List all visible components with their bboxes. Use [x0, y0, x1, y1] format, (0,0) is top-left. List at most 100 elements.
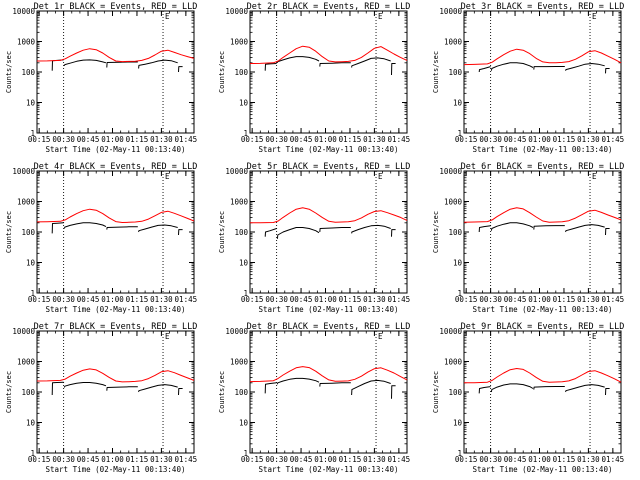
marker-label: E — [165, 332, 170, 341]
chart-panel-7: Det 7r BLACK = Events, RED = LLD 1 10 100 10… — [5, 322, 197, 474]
y-tick-label: 1000 — [17, 198, 36, 207]
series-events-line — [63, 222, 107, 229]
chart-title: Det 9r BLACK = Events, RED = LLD — [461, 322, 625, 332]
x-tick-label: 01:00 — [314, 135, 337, 144]
series-events-line — [605, 68, 610, 74]
x-tick-label: 01:15 — [339, 135, 362, 144]
chart-title: Det 3r BLACK = Events, RED = LLD — [461, 2, 625, 12]
series-events-line — [478, 66, 491, 73]
y-axis-label: Counts/sec — [218, 51, 226, 93]
series-events-line — [264, 63, 277, 71]
series-events-line — [391, 63, 396, 76]
x-tick-label: 00:45 — [290, 455, 313, 464]
series-lld-line — [250, 207, 408, 224]
marker-label: E — [378, 332, 383, 341]
series-lld-line — [249, 366, 408, 383]
x-tick-label: 01:30 — [150, 455, 173, 464]
plot-frame — [249, 170, 408, 294]
y-tick-label: 10 — [239, 99, 249, 108]
y-tick-label: 1000 — [444, 198, 463, 207]
series-events-line — [490, 383, 534, 393]
x-tick-label: 00:30 — [265, 455, 288, 464]
series-events-line — [319, 382, 351, 387]
x-tick-label: 01:15 — [339, 455, 362, 464]
x-tick-label: 01:00 — [101, 295, 124, 304]
series-events-line — [565, 224, 605, 233]
x-tick-label: 00:30 — [265, 135, 288, 144]
x-axis-label: Start Time (02-May-11 00:13:40) — [46, 145, 186, 154]
marker-label: E — [165, 12, 170, 21]
y-tick-label: 100 — [448, 228, 462, 237]
y-tick-label: 10000 — [439, 7, 462, 16]
series-events-line — [605, 228, 610, 236]
chart-title: Det 1r BLACK = Events, RED = LLD — [34, 2, 198, 12]
marker-label: E — [378, 12, 383, 21]
y-tick-label: 100 — [448, 388, 462, 397]
y-axis-label: Counts/sec — [432, 51, 440, 93]
y-tick-label: 1000 — [444, 358, 463, 367]
marker-label: E — [592, 172, 597, 181]
x-tick-label: 00:15 — [241, 295, 264, 304]
x-axis-label: Start Time (02-May-11 00:13:40) — [473, 465, 613, 474]
y-tick-label: 1 — [243, 449, 248, 458]
x-tick-label: 00:45 — [504, 295, 527, 304]
series-lld-line — [36, 368, 195, 383]
series-events-line — [276, 227, 320, 239]
x-tick-label: 01:15 — [126, 135, 149, 144]
series-events-line — [178, 229, 183, 236]
marker-label: E — [592, 332, 597, 341]
plot-frame — [36, 330, 195, 454]
x-tick-label: 01:45 — [175, 295, 198, 304]
x-axis-label: Start Time (02-May-11 00:13:40) — [46, 465, 186, 474]
y-tick-label: 10000 — [12, 327, 35, 336]
series-events-line — [106, 226, 138, 230]
x-axis-label: Start Time (02-May-11 00:13:40) — [259, 145, 399, 154]
x-axis-label: Start Time (02-May-11 00:13:40) — [259, 465, 399, 474]
y-tick-label: 10000 — [225, 167, 248, 176]
chart-title: Det 6r BLACK = Events, RED = LLD — [461, 162, 625, 172]
x-tick-label: 01:00 — [101, 455, 124, 464]
x-tick-label: 00:15 — [455, 135, 478, 144]
series-events-line — [490, 62, 534, 71]
y-tick-label: 10 — [26, 259, 36, 268]
y-tick-label: 100 — [21, 388, 35, 397]
y-tick-label: 1000 — [230, 38, 249, 47]
x-tick-label: 00:30 — [479, 135, 502, 144]
chart-panel-5: Det 5r BLACK = Events, RED = LLD 1 10 100 10… — [218, 162, 410, 314]
plot-frame — [36, 10, 195, 134]
series-lld-line — [463, 207, 622, 223]
series-events-line — [106, 386, 138, 391]
series-lld-line — [463, 368, 622, 384]
x-tick-label: 00:30 — [52, 295, 75, 304]
series-events-line — [106, 61, 138, 68]
x-tick-label: 00:30 — [52, 455, 75, 464]
series-events-line — [51, 222, 64, 234]
y-tick-label: 1000 — [17, 358, 36, 367]
plot-frame — [249, 330, 408, 454]
y-tick-label: 100 — [448, 68, 462, 77]
y-tick-label: 1 — [457, 449, 462, 458]
x-tick-label: 00:45 — [504, 135, 527, 144]
y-axis-label: Counts/sec — [218, 211, 226, 253]
series-events-line — [138, 59, 178, 69]
y-axis-label: Counts/sec — [5, 371, 13, 413]
x-tick-label: 01:30 — [150, 295, 173, 304]
plot-frame — [463, 330, 622, 454]
series-events-line — [319, 227, 351, 233]
x-tick-label: 01:30 — [577, 135, 600, 144]
x-tick-label: 00:15 — [241, 135, 264, 144]
y-tick-label: 10 — [26, 99, 36, 108]
series-lld-line — [36, 208, 195, 223]
chart-title: Det 2r BLACK = Events, RED = LLD — [247, 2, 411, 12]
series-events-line — [490, 222, 534, 231]
series-events-line — [565, 384, 605, 393]
x-tick-label: 01:15 — [339, 295, 362, 304]
x-tick-label: 00:30 — [52, 135, 75, 144]
x-tick-label: 00:15 — [455, 295, 478, 304]
y-tick-label: 1 — [243, 129, 248, 138]
x-tick-label: 01:45 — [388, 135, 411, 144]
series-events-line — [264, 228, 277, 237]
y-tick-label: 10 — [453, 99, 463, 108]
series-events-line — [178, 66, 183, 73]
